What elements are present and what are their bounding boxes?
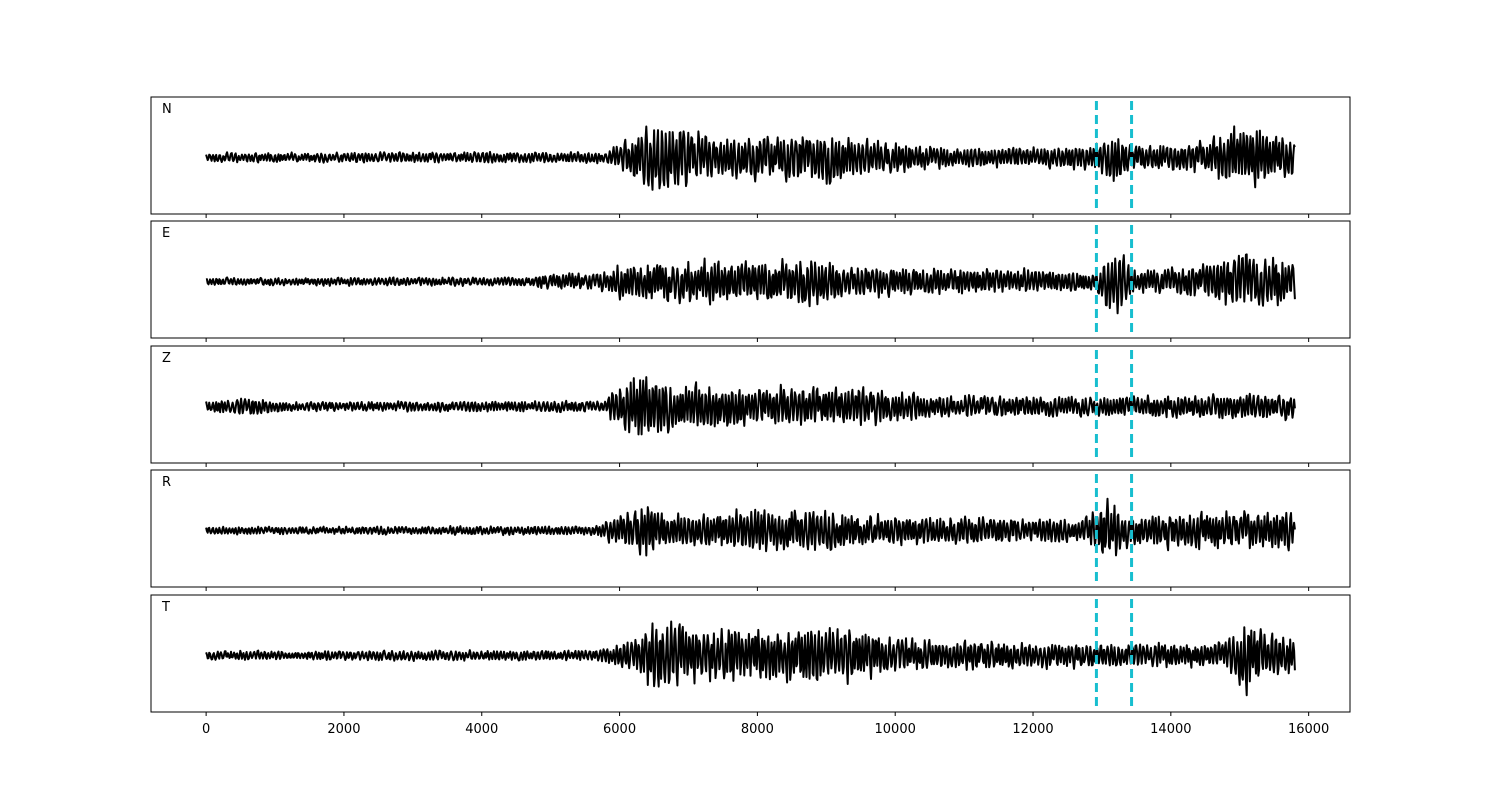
waveform-trace-t [205, 620, 1296, 697]
panel-frame [150, 345, 1351, 464]
x-tick-label: 12000 [1012, 722, 1053, 737]
panel-frame [150, 469, 1351, 588]
panel-label: T [161, 600, 170, 615]
panel-t: T [150, 594, 1351, 716]
panel-label: R [162, 475, 171, 490]
panel-e: E [150, 220, 1351, 342]
panel-frame [150, 594, 1351, 713]
panel-r: R [150, 469, 1351, 591]
panel-label: N [162, 102, 172, 117]
panel-frame [150, 96, 1351, 215]
panel-z: Z [150, 345, 1351, 467]
x-tick-label: 14000 [1150, 722, 1191, 737]
x-tick-label: 0 [202, 722, 210, 737]
panel-label: E [162, 226, 170, 241]
x-tick-label: 4000 [465, 722, 498, 737]
panel-n: N [150, 96, 1351, 218]
waveform-trace-r [205, 497, 1296, 557]
x-tick-label: 6000 [603, 722, 636, 737]
waveform-trace-n [205, 125, 1296, 191]
x-tick-label: 2000 [327, 722, 360, 737]
x-tick-label: 8000 [741, 722, 774, 737]
x-axis: 0 2000 4000 6000 8000 10000 12000 14000 16000 [202, 722, 1329, 737]
waveform-trace-e [205, 253, 1296, 315]
waveform-trace-z [205, 376, 1296, 436]
panel-label: Z [162, 351, 171, 366]
panels-layer: N E Z R T [150, 96, 1351, 716]
x-tick-label: 16000 [1288, 722, 1329, 737]
panel-frame [150, 220, 1351, 339]
x-tick-label: 10000 [875, 722, 916, 737]
